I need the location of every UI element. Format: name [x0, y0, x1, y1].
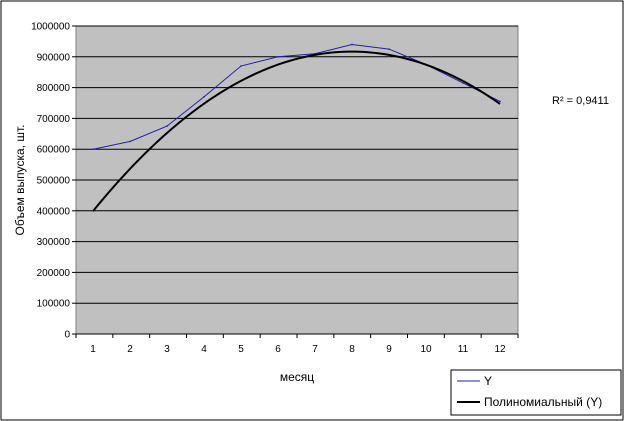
x-tick-label: 1: [90, 344, 96, 355]
data-point-y: [203, 96, 205, 98]
y-tick-label: 500000: [37, 176, 71, 187]
y-tick-label: 700000: [37, 114, 71, 125]
y-tick-label: 600000: [37, 145, 71, 156]
data-point-y: [462, 82, 464, 84]
data-point-y: [388, 48, 390, 50]
x-tick-label: 5: [238, 344, 244, 355]
x-tick-label: 7: [312, 344, 318, 355]
x-tick-label: 9: [386, 344, 392, 355]
x-tick-label: 8: [349, 344, 355, 355]
legend: Y Полиномиальный (Y): [450, 369, 622, 416]
y-tick-label: 800000: [37, 83, 71, 94]
x-tick-label: 11: [458, 344, 469, 355]
data-point-y: [240, 65, 242, 67]
legend-label-y: Y: [484, 374, 492, 388]
y-axis-title: Объем выпуска, шт.: [13, 125, 27, 236]
data-point-y: [499, 100, 501, 103]
data-point-y: [351, 43, 353, 46]
x-tick-label: 10: [420, 344, 432, 355]
x-tick-label: 3: [164, 344, 170, 355]
x-tick-label: 2: [127, 344, 133, 355]
x-axis-title: месяц: [280, 370, 314, 384]
data-point-y: [277, 56, 279, 58]
x-tick-label: 4: [201, 344, 207, 355]
y-tick-labels: 0 100000 200000 300000 400000 500000 600000 700…: [31, 22, 76, 341]
x-tick-label: 12: [494, 344, 506, 355]
legend-box: [450, 369, 622, 416]
y-tick-label: 1000000: [31, 22, 70, 33]
legend-label-polynomial: Полиномиальный (Y): [484, 395, 602, 409]
r-squared-annotation: R² = 0,9411: [552, 95, 609, 107]
y-tick-label: 100000: [37, 299, 71, 310]
y-tick-label: 0: [64, 330, 70, 341]
data-point-y: [92, 148, 94, 150]
x-tick-label: 6: [275, 344, 281, 355]
series-layer: [92, 43, 501, 212]
data-point-y: [166, 125, 168, 127]
data-point-y: [129, 140, 131, 143]
y-tick-label: 200000: [37, 268, 71, 279]
y-tick-label: 400000: [37, 206, 71, 217]
y-tick-label: 300000: [37, 237, 71, 248]
trendline-polynomial: [92, 50, 501, 212]
x-tick-labels: 1 2 3 4 5 6 7 8 9 10 11 12: [75, 333, 519, 355]
y-tick-label: 900000: [37, 52, 71, 63]
